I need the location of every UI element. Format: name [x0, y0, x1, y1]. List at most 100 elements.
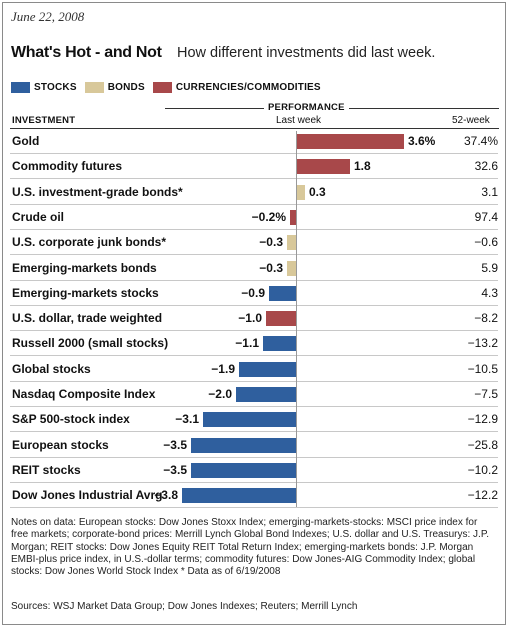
legend-swatch-stocks — [11, 81, 30, 93]
category-label: Commodity futures — [12, 159, 123, 174]
chart-row: Nasdaq Composite Index −7.5 — [10, 382, 498, 407]
bar-value-label: −3.5 — [163, 462, 187, 477]
bar — [287, 260, 296, 276]
category-label: Gold — [12, 134, 40, 148]
row-separator — [10, 254, 498, 256]
bar-value-label: −3.1 — [175, 412, 199, 427]
row-separator — [10, 279, 498, 281]
week52-value: −12.2 — [467, 488, 498, 503]
bar-value-label: −0.3 — [259, 260, 283, 275]
bar — [296, 184, 305, 200]
bar-value-label: −0.2% — [251, 209, 286, 224]
chart-subtitle: How different investments did last week. — [177, 45, 436, 61]
category-label: Dow Jones Industrial Avrg — [12, 488, 163, 503]
chart-frame — [2, 2, 506, 625]
chart-row: U.S. dollar, trade weighted −8.2 — [10, 306, 498, 332]
chart-title: What's Hot - and Not — [11, 44, 162, 61]
chart-row: Gold 37.4% — [10, 129, 498, 154]
bar — [239, 361, 296, 377]
chart-row: U.S. investment-grade bonds* 3.1 — [10, 180, 498, 205]
week52-value: −13.2 — [467, 336, 498, 351]
bar-value-label: 3.6% — [408, 134, 436, 148]
week52-value: −25.8 — [467, 437, 498, 452]
row-separator — [10, 456, 498, 458]
legend: STOCKS BONDS CURRENCIES/COMMODITIES — [11, 80, 329, 94]
week52-value: −0.6 — [474, 235, 498, 250]
category-label: Nasdaq Composite Index — [12, 387, 156, 401]
row-separator — [10, 203, 498, 205]
bar-value-label: −0.9 — [241, 285, 265, 300]
chart-row: Russell 2000 (small stocks) −13.2 — [10, 331, 498, 357]
legend-item-stocks: STOCKS — [11, 81, 77, 93]
legend-label-bonds: BONDS — [107, 81, 145, 93]
row-separator — [10, 406, 498, 407]
bar-value-label: −0.3 — [259, 235, 283, 250]
bar — [296, 134, 404, 149]
category-label: REIT stocks — [12, 462, 81, 477]
row-separator — [10, 507, 498, 509]
bar-value-label: 0.3 — [309, 184, 326, 199]
investment-header: INVESTMENT — [12, 115, 76, 126]
header-rule — [10, 128, 499, 129]
bar — [236, 387, 296, 402]
zero-axis-line — [296, 131, 297, 507]
row-separator — [10, 153, 498, 154]
week52-value: 97.4 — [474, 209, 498, 224]
category-label: Russell 2000 (small stocks) — [12, 336, 169, 351]
bar — [263, 336, 296, 352]
row-separator — [10, 304, 498, 306]
chart-row: Global stocks −10.5 — [10, 357, 498, 382]
week52-value: −8.2 — [474, 311, 498, 326]
row-separator — [10, 178, 498, 180]
bar — [287, 235, 296, 251]
chart-row: Dow Jones Industrial Avrg −12.2 — [10, 483, 498, 509]
bar — [266, 311, 296, 327]
week52-value: −10.2 — [467, 462, 498, 477]
bar — [290, 209, 296, 225]
chart-row: Emerging-markets bonds 5.9 — [10, 256, 498, 281]
bar — [269, 285, 296, 301]
row-separator — [10, 330, 498, 332]
row-separator — [10, 481, 498, 483]
bar-value-label: 1.8 — [354, 159, 371, 174]
chart-row: U.S. corporate junk bonds* −0.6 — [10, 230, 498, 256]
category-label: European stocks — [12, 437, 109, 452]
week52-value: 5.9 — [481, 260, 498, 275]
legend-swatch-bonds — [84, 81, 104, 93]
sources-text: Sources: WSJ Market Data Group; Dow Jone… — [11, 601, 358, 612]
week52-value: 32.6 — [474, 159, 498, 174]
row-separator — [10, 380, 498, 382]
performance-header: PERFORMANCE — [264, 102, 349, 113]
category-label: U.S. dollar, trade weighted — [12, 311, 163, 326]
week52-value: −10.5 — [467, 361, 498, 376]
chart-row: S&P 500-stock index −12.9 — [10, 407, 498, 433]
week52-value: 37.4% — [463, 134, 498, 148]
row-separator — [10, 355, 498, 357]
week52-header: 52-week — [452, 115, 490, 126]
chart-row: Crude oil 97.4 — [10, 205, 498, 230]
chart-row: Emerging-markets stocks 4.3 — [10, 281, 498, 306]
week52-value: −12.9 — [467, 412, 498, 427]
row-separator — [10, 228, 498, 230]
category-label: Crude oil — [12, 209, 65, 224]
legend-item-bonds: BONDS — [84, 81, 145, 93]
legend-label-currencies: CURRENCIES/COMMODITIES — [175, 81, 321, 93]
date-line: June 22, 2008 — [11, 9, 85, 24]
bar-value-label: −2.0 — [208, 387, 232, 401]
category-label: U.S. corporate junk bonds* — [12, 235, 167, 250]
bar-value-label: −3.5 — [163, 437, 187, 452]
bar-value-label: −1.1 — [235, 336, 259, 351]
legend-label-stocks: STOCKS — [34, 81, 77, 93]
category-label: U.S. investment-grade bonds* — [12, 184, 183, 199]
week52-value: 3.1 — [481, 184, 498, 199]
week52-value: 4.3 — [481, 285, 498, 300]
bar — [191, 462, 296, 478]
chart-row: REIT stocks −10.2 — [10, 458, 498, 483]
legend-item-currencies: CURRENCIES/COMMODITIES — [152, 81, 321, 93]
legend-swatch-currencies — [152, 81, 172, 93]
week52-value: −7.5 — [474, 387, 498, 401]
category-label: Emerging-markets stocks — [12, 285, 159, 300]
bar — [296, 159, 350, 175]
bar — [191, 437, 296, 453]
row-separator — [10, 431, 498, 433]
